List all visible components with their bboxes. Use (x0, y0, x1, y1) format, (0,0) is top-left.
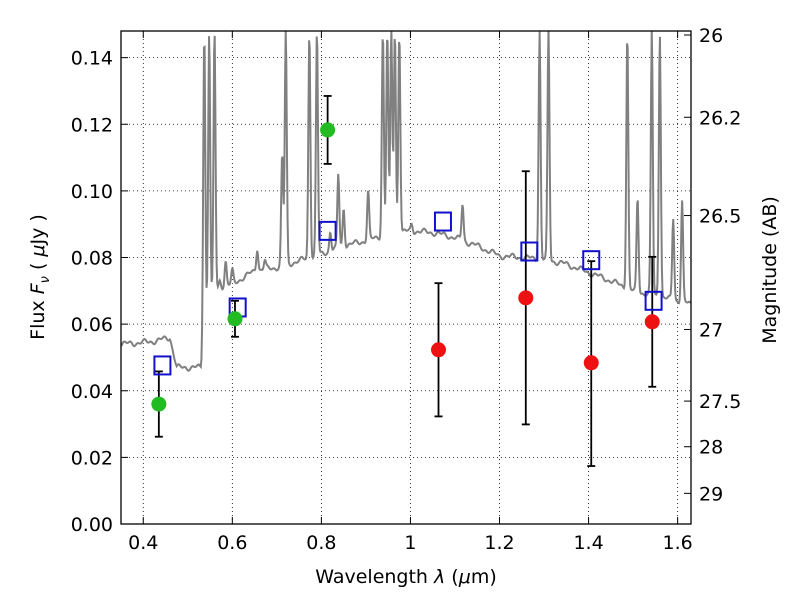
y-tick-label: 0.10 (71, 181, 113, 203)
sed-model-line (121, 31, 691, 372)
x-tick-label: 0.8 (306, 532, 336, 554)
y-tick-label: 0.04 (71, 381, 113, 403)
x-axis-title-unit: m) (471, 566, 497, 588)
model-box (582, 250, 601, 271)
y-axis-title-open: ( (27, 257, 49, 277)
model-photometry-boxes (153, 211, 663, 376)
detection-point (320, 122, 336, 138)
model-box (520, 241, 539, 262)
detection-point (227, 311, 243, 327)
y-tick-label: 0.06 (71, 314, 113, 336)
y-tick-label: 0.12 (71, 114, 113, 136)
y-tick-label: 0.02 (71, 447, 113, 469)
photometry-points (151, 122, 660, 412)
y-axis-title-f: F (27, 282, 49, 294)
y-tick-label: 0.14 (71, 48, 113, 70)
x-axis-ticks: 0.4 0.6 0.8 1 1.2 1.4 1.6 (128, 31, 693, 554)
plot-frame (120, 30, 692, 525)
model-box (318, 220, 337, 241)
x-axis-title-open: ( (445, 566, 458, 588)
y2-tick-label: 26.5 (699, 206, 741, 228)
y-axis-title: Flux Fν ( μJy ) (27, 214, 53, 340)
y2-tick-label: 29 (699, 483, 723, 505)
non-detection-point (518, 290, 534, 306)
y-axis-title-unit: Jy ) (27, 214, 49, 245)
y-tick-label: 0.00 (71, 514, 113, 536)
x-tick-label: 1.6 (663, 532, 693, 554)
x-tick-label: 1.2 (484, 532, 514, 554)
non-detection-point (583, 355, 599, 371)
x-axis-title-lambda: λ (433, 566, 445, 588)
y-axis-title-text: Flux (27, 294, 49, 340)
x-tick-label: 1 (404, 532, 416, 554)
y-tick-label: 0.08 (71, 248, 113, 270)
x-axis-title-mu: μ (458, 566, 471, 588)
y2-axis-title: Magnitude (AB) (759, 196, 781, 344)
non-detection-point (644, 314, 660, 330)
y2-tick-label: 27 (699, 319, 723, 341)
x-axis-title: Wavelength λ (μm) (315, 566, 496, 588)
y2-tick-label: 27.5 (699, 391, 741, 413)
model-box (433, 211, 452, 232)
plot-area (121, 31, 691, 467)
y-axis-title-nu: ν (38, 276, 53, 283)
y-axis-ticks: 0.00 0.02 0.04 0.06 0.08 0.10 0.12 0.14 (71, 48, 128, 536)
y2-tick-label: 28 (699, 437, 723, 459)
non-detection-point (431, 342, 447, 358)
y-axis-title-mu: μ (27, 244, 49, 257)
x-tick-label: 0.6 (217, 532, 247, 554)
y2-tick-label: 26 (699, 25, 723, 47)
detection-point (151, 396, 167, 412)
model-box (153, 355, 172, 376)
y2-axis-ticks: 26 26.2 26.5 27 27.5 28 29 (684, 25, 741, 505)
x-axis-title-text: Wavelength (315, 566, 434, 588)
y2-tick-label: 26.2 (699, 107, 741, 129)
x-tick-label: 0.4 (128, 532, 158, 554)
x-tick-label: 1.4 (573, 532, 603, 554)
model-box (644, 290, 663, 311)
